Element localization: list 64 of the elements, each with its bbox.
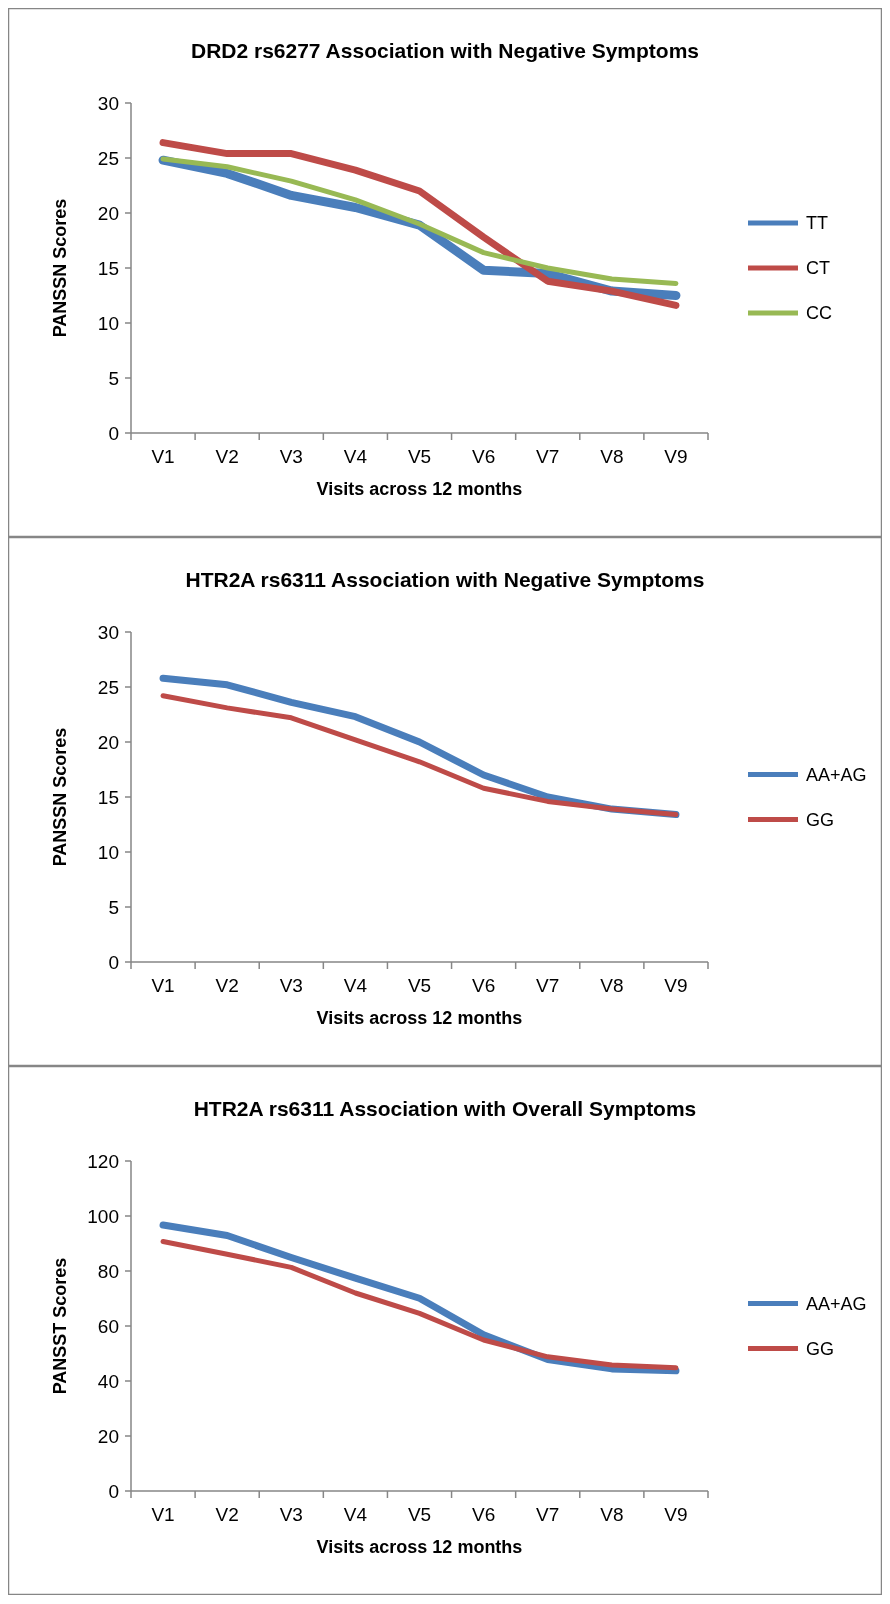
x-tick-label: V5 [407, 446, 432, 467]
x-axis-title: Visits across 12 months [316, 1537, 523, 1557]
x-tick-label: V6 [471, 446, 496, 467]
legend-label: TT [806, 213, 828, 234]
legend-label: CT [806, 258, 830, 279]
x-tick-label: V7 [536, 1504, 560, 1525]
y-tick-label: 25 [97, 147, 119, 169]
x-tick-label: V4 [343, 1504, 368, 1525]
x-tick-label: V5 [407, 1504, 432, 1525]
y-tick-label: 0 [108, 1480, 119, 1502]
x-tick-label: V6 [471, 975, 496, 996]
x-axis-title: Visits across 12 months [316, 479, 523, 499]
y-axis-title: PANSST Scores [50, 1257, 70, 1395]
x-axis-title: Visits across 12 months [316, 1008, 523, 1028]
x-tick-label: V8 [600, 1504, 624, 1525]
chart-title: HTR2A rs6311 Association with Negative Symptoms [185, 568, 705, 591]
y-tick-label: 0 [108, 951, 119, 973]
x-tick-label: V3 [279, 975, 303, 996]
x-tick-label: V3 [279, 1504, 303, 1525]
y-tick-label: 15 [97, 257, 119, 279]
y-tick-label: 25 [97, 676, 119, 698]
x-tick-label: V4 [343, 446, 368, 467]
x-tick-label: V2 [215, 1504, 239, 1525]
x-tick-label: V1 [151, 975, 175, 996]
chart-title: HTR2A rs6311 Association with Overall Symptoms [193, 1097, 697, 1120]
y-tick-label: 30 [97, 621, 119, 643]
x-tick-label: V3 [279, 446, 303, 467]
y-tick-label: 20 [97, 1425, 119, 1447]
y-tick-label: 5 [108, 896, 119, 918]
y-tick-label: 5 [108, 367, 119, 389]
y-axis-title: PANSSN Scores [50, 198, 70, 338]
x-tick-label: V1 [151, 1504, 175, 1525]
x-tick-label: V1 [151, 446, 175, 467]
legend-label: AA+AG [806, 1293, 867, 1314]
legend-label: AA+AG [806, 764, 867, 785]
legend-label: CC [806, 303, 832, 324]
x-tick-label: V8 [600, 446, 624, 467]
y-tick-label: 80 [97, 1260, 119, 1282]
y-tick-label: 0 [108, 422, 119, 444]
y-tick-label: 60 [97, 1315, 119, 1337]
x-tick-label: V6 [471, 1504, 496, 1525]
legend-label: GG [806, 1338, 835, 1359]
y-tick-label: 10 [97, 841, 119, 863]
x-tick-label: V8 [600, 975, 624, 996]
y-tick-label: 10 [97, 312, 119, 334]
x-tick-label: V9 [664, 1504, 688, 1525]
x-tick-label: V2 [215, 446, 239, 467]
x-tick-label: V5 [407, 975, 432, 996]
y-tick-label: 40 [97, 1370, 119, 1392]
x-tick-label: V9 [664, 975, 688, 996]
x-tick-label: V7 [536, 446, 560, 467]
legend-label: GG [806, 809, 835, 830]
y-tick-label: 20 [97, 731, 119, 753]
y-tick-label: 120 [87, 1150, 119, 1172]
y-tick-label: 30 [97, 92, 119, 114]
y-axis-title: PANSSN Scores [50, 727, 70, 867]
x-tick-label: V7 [536, 975, 560, 996]
x-tick-label: V9 [664, 446, 688, 467]
y-tick-label: 20 [97, 202, 119, 224]
x-tick-label: V4 [343, 975, 368, 996]
y-tick-label: 15 [97, 786, 119, 808]
x-tick-label: V2 [215, 975, 239, 996]
chart-title: DRD2 rs6277 Association with Negative Symptoms [190, 39, 700, 62]
y-tick-label: 100 [87, 1205, 119, 1227]
